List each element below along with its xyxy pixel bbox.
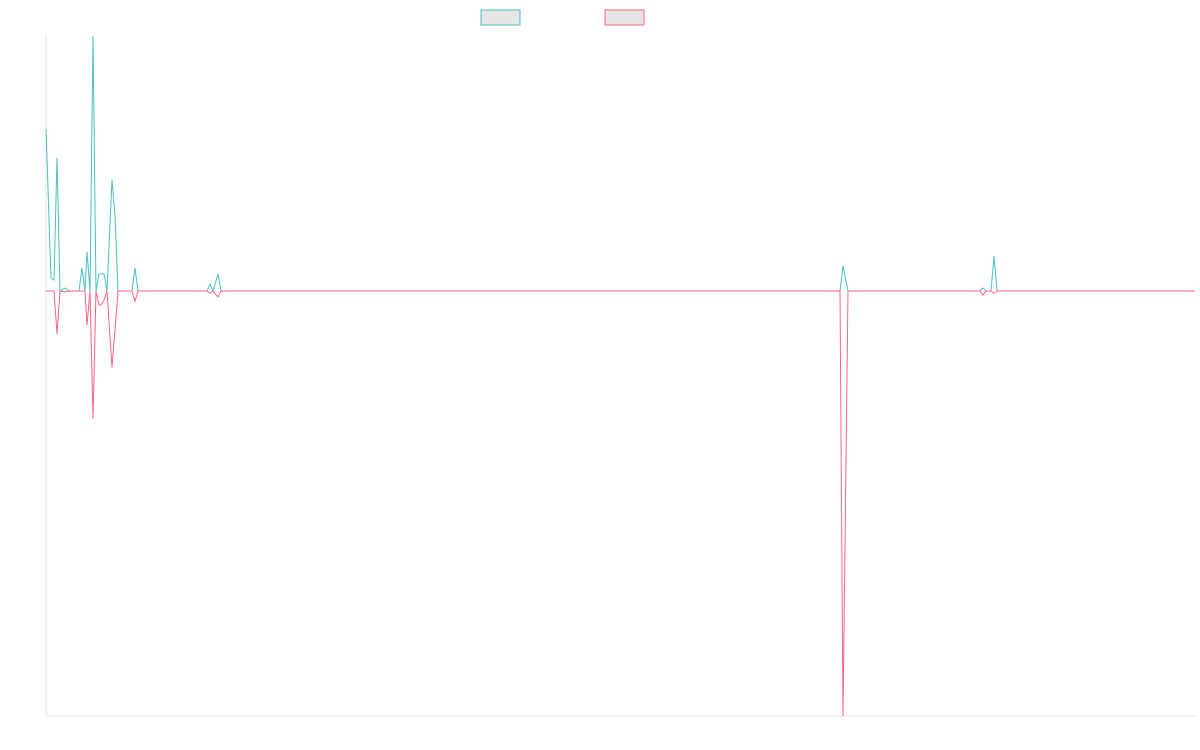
- series-line: [45, 35, 1195, 293]
- legend-swatch: [480, 9, 521, 26]
- legend-swatch: [604, 9, 645, 26]
- series-line: [46, 290, 1195, 717]
